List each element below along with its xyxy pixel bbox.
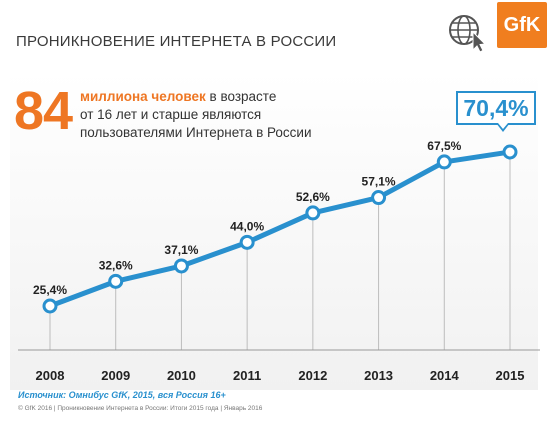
data-label-2008: 25,4%	[33, 283, 67, 297]
x-tick-label-2013: 2013	[364, 368, 393, 383]
headline-number: 84	[14, 81, 73, 141]
x-tick-label-2008: 2008	[36, 368, 65, 383]
x-tick-label-2014: 2014	[430, 368, 460, 383]
data-point-2011	[239, 234, 255, 250]
data-point-2010	[173, 258, 189, 274]
data-point-2014	[436, 154, 452, 170]
page-title: ПРОНИКНОВЕНИЕ ИНТЕРНЕТА В РОССИИ	[16, 33, 337, 50]
data-label-2012: 52,6%	[296, 190, 330, 204]
source-note: Источник: Омнибус GfK, 2015, вся Россия …	[18, 390, 226, 400]
gfk-logo: GfK	[497, 2, 547, 48]
data-label-2013: 57,1%	[362, 175, 396, 189]
headline-line-3: пользователями Интернета в России	[80, 125, 312, 140]
data-label-2010: 37,1%	[164, 243, 198, 257]
data-point-2015	[502, 144, 518, 160]
x-tick-label-2011: 2011	[233, 368, 261, 383]
globe-cursor-icon	[449, 15, 487, 52]
data-label-2011: 44,0%	[230, 219, 264, 233]
data-label-2009: 32,6%	[99, 258, 133, 272]
callout-tail-inner	[498, 123, 508, 129]
x-tick-label-2009: 2009	[101, 368, 130, 383]
x-tick-label-2010: 2010	[167, 368, 196, 383]
series-line	[47, 149, 513, 309]
headline-rest-1: в возрасте	[205, 89, 277, 104]
data-point-2013	[371, 190, 387, 206]
headline-accent: миллиона человек	[80, 89, 206, 104]
x-tick-label-2012: 2012	[298, 368, 327, 383]
data-point-2012	[305, 205, 321, 221]
footer-text: © GfK 2016 | Проникновение Интернета в Р…	[18, 405, 263, 412]
x-tick-label-2015: 2015	[496, 368, 525, 383]
headline-line-2: от 16 лет и старше являются	[80, 107, 262, 122]
data-label-2014: 67,5%	[427, 139, 461, 153]
data-point-2008	[42, 298, 58, 314]
headline-text: миллиона человек в возрасте от 16 лет и …	[80, 88, 400, 142]
data-point-2009	[108, 273, 124, 289]
